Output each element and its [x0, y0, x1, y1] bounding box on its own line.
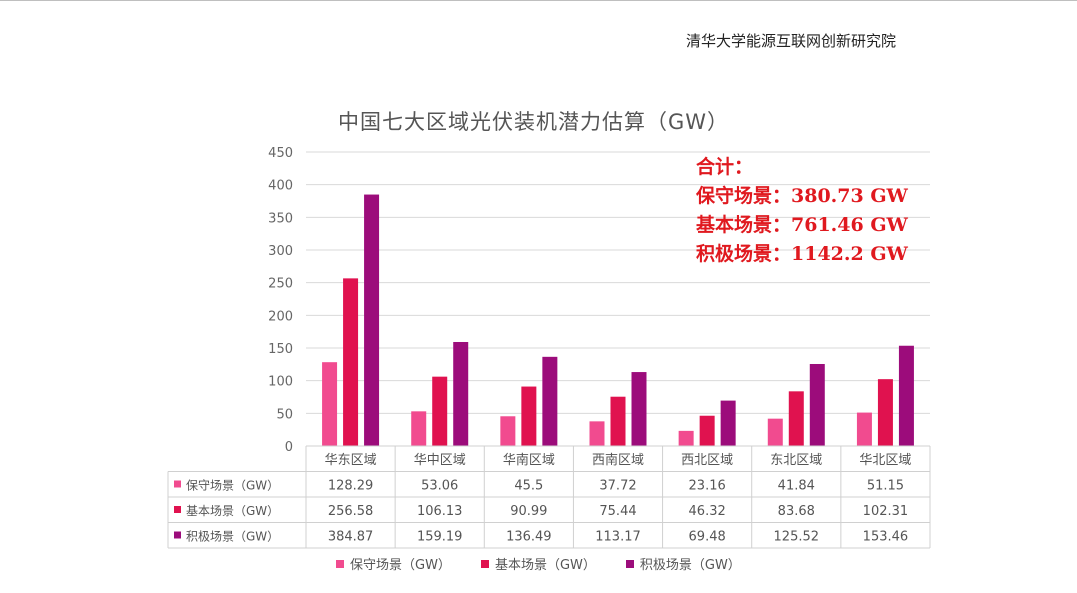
data-label: 384.87 [328, 530, 374, 545]
category-label: 西南区域 [592, 452, 644, 468]
legend: 保守场景（GW） 基本场景（GW） 积极场景（GW） [336, 554, 741, 573]
summary-basic: 基本场景：761.46 GW [696, 214, 908, 236]
summary-conservative: 保守场景：380.73 GW [696, 185, 908, 207]
data-label: 23.16 [689, 479, 726, 494]
data-label: 128.29 [328, 479, 374, 494]
legend-item-basic: 基本场景（GW） [480, 554, 596, 573]
bar [453, 341, 469, 446]
bar [678, 430, 694, 446]
bar [856, 412, 872, 446]
y-tick-label: 300 [268, 244, 293, 259]
data-label: 125.52 [774, 530, 820, 545]
legend-label-conservative: 保守场景（GW） [350, 558, 451, 573]
legend-swatch-conservative [336, 559, 344, 568]
bar [610, 396, 626, 446]
y-tick-label: 350 [268, 211, 293, 226]
data-label: 83.68 [778, 504, 815, 519]
data-label: 51.15 [867, 479, 904, 494]
y-tick-label: 250 [268, 277, 293, 292]
summary-aggressive: 积极场景：1142.2 GW [696, 243, 908, 265]
summary-heading: 合计： [696, 156, 754, 178]
category-label: 华中区域 [414, 453, 466, 468]
row-swatch [174, 506, 181, 513]
bar [720, 400, 736, 446]
organization-name: 清华大学能源互联网创新研究院 [686, 32, 897, 50]
category-label: 华南区域 [503, 452, 555, 468]
bar [542, 356, 558, 446]
data-label: 37.72 [599, 479, 636, 494]
bar [411, 411, 427, 446]
data-label: 102.31 [863, 504, 909, 519]
bar [699, 415, 715, 446]
data-label: 46.32 [689, 504, 726, 519]
data-label: 45.5 [514, 479, 543, 494]
row-label: 基本场景（GW） [186, 504, 279, 518]
data-label: 256.58 [328, 504, 374, 519]
bar [432, 376, 448, 446]
bar [343, 278, 359, 446]
legend-label-aggressive: 积极场景（GW） [639, 558, 741, 573]
row-label: 保守场景（GW） [186, 479, 279, 493]
legend-item-aggressive: 积极场景（GW） [625, 554, 741, 573]
legend-item-conservative: 保守场景（GW） [336, 554, 451, 573]
data-label: 106.13 [417, 504, 463, 519]
y-tick-label: 150 [268, 342, 293, 357]
top-divider [0, 0, 1077, 1]
legend-label-basic: 基本场景（GW） [494, 558, 596, 573]
legend-swatch-basic [480, 559, 489, 568]
bar [788, 391, 804, 446]
category-label: 东北区域 [770, 453, 822, 468]
data-label: 41.84 [778, 479, 815, 494]
row-label: 积极场景（GW） [186, 530, 279, 544]
bar [521, 386, 537, 446]
data-label: 113.17 [595, 530, 641, 545]
y-tick-label: 50 [276, 407, 293, 422]
y-tick-label: 450 [268, 146, 293, 161]
y-tick-label: 100 [268, 375, 293, 390]
bar [877, 379, 893, 446]
data-label: 90.99 [510, 504, 547, 519]
category-label: 华北区域 [859, 453, 911, 468]
legend-swatch-aggressive [625, 559, 634, 568]
bar [631, 372, 647, 446]
row-swatch [174, 531, 181, 539]
bar [500, 416, 516, 446]
y-tick-label: 200 [268, 309, 293, 324]
data-label: 153.46 [863, 530, 909, 545]
y-tick-label: 0 [285, 440, 293, 455]
row-swatch [174, 480, 181, 488]
bar [809, 363, 825, 446]
data-label: 75.44 [599, 504, 636, 519]
category-label: 华东区域 [325, 453, 377, 468]
data-label: 159.19 [417, 530, 463, 545]
summary-box: 合计： 保守场景：380.73 GW 基本场景：761.46 GW 积极场景：1… [696, 153, 908, 269]
bar [589, 421, 605, 446]
bar [898, 345, 914, 446]
data-label: 136.49 [506, 530, 552, 545]
data-label: 69.48 [689, 530, 726, 545]
chart-title: 中国七大区域光伏装机潜力估算（GW） [338, 110, 730, 134]
bar [364, 194, 380, 446]
category-label: 西北区域 [681, 453, 733, 468]
bar [767, 418, 783, 446]
bar [322, 362, 338, 446]
y-tick-label: 400 [268, 179, 293, 194]
data-label: 53.06 [421, 479, 458, 494]
